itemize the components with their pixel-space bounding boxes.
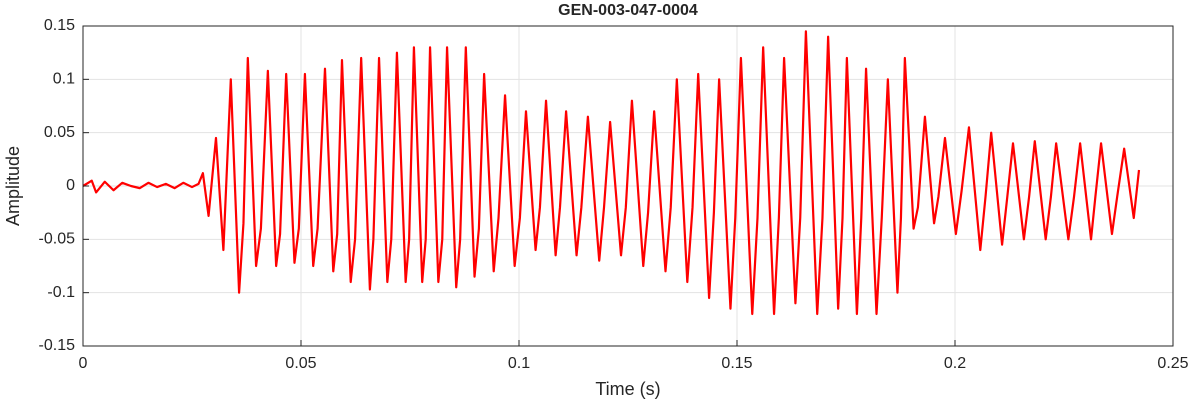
y-tick-label: -0.15: [39, 337, 76, 354]
plot: [82, 30, 1141, 316]
y-axis-label: Amplitude: [3, 146, 23, 226]
y-tick-label: 0.05: [44, 124, 75, 141]
x-tick-label: 0: [79, 355, 88, 372]
chart-title: GEN-003-047-0004: [558, 2, 698, 19]
y-tick-label: -0.05: [39, 231, 76, 248]
y-tick-label: -0.1: [47, 284, 75, 301]
x-axis-label: Time (s): [595, 379, 660, 399]
x-tick-label: 0.25: [1157, 355, 1188, 372]
y-tick-label: 0.1: [53, 71, 75, 88]
x-tick-label: 0.05: [285, 355, 316, 372]
signal-line: [82, 30, 1141, 316]
y-tick-label: 0: [66, 177, 75, 194]
x-tick-label: 0.2: [944, 355, 966, 372]
x-tick-label: 0.1: [508, 355, 530, 372]
y-tick-label: 0.15: [44, 17, 75, 34]
x-tick-label: 0.15: [721, 355, 752, 372]
